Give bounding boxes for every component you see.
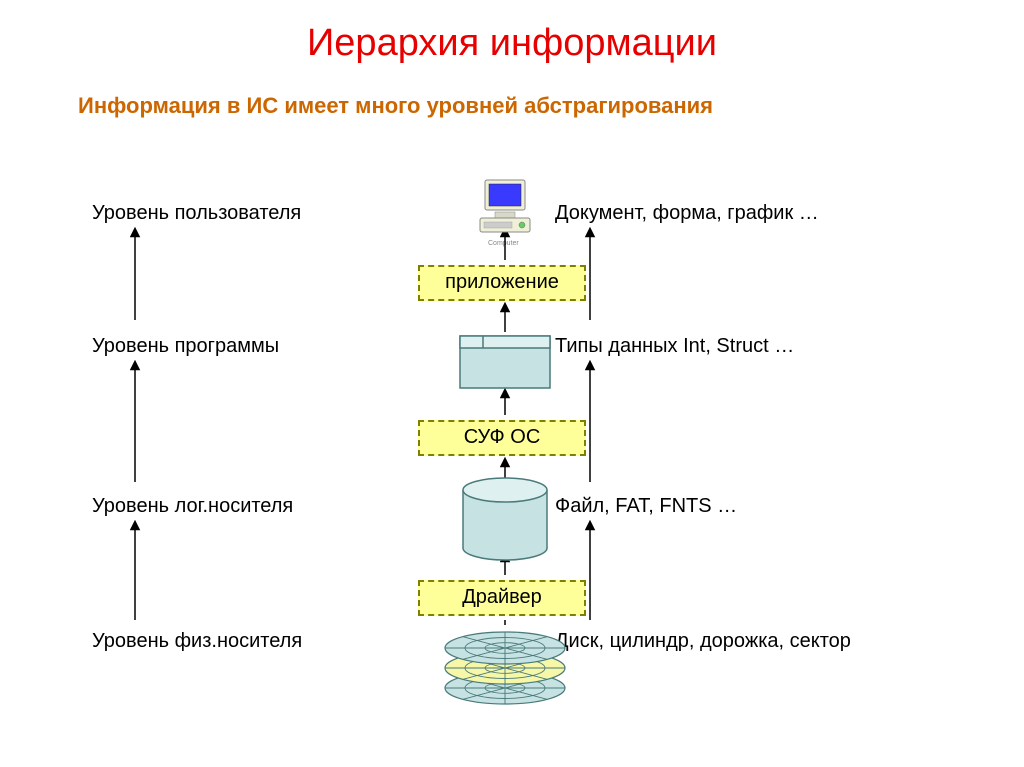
page-title: Иерархия информации (0, 22, 1024, 65)
diagram-stage: Уровень пользователя Уровень программы У… (0, 160, 1024, 750)
computer-caption: Computer (488, 240, 519, 247)
disk-stack-icon (445, 632, 565, 704)
box-driver: Драйвер (418, 580, 586, 616)
left-label-program: Уровень программы (92, 335, 279, 358)
left-label-logical: Уровень лог.носителя (92, 495, 293, 518)
cylinder-icon (463, 478, 547, 560)
right-label-user: Документ, форма, график … (555, 202, 819, 225)
right-label-physical: Диск, цилиндр, дорожка, сектор (555, 630, 851, 653)
right-label-logical: Файл, FAT, FNTS … (555, 495, 737, 518)
right-label-program: Типы данных Int, Struct … (555, 335, 794, 358)
page-subtitle: Информация в ИС имеет много уровней абст… (78, 93, 1024, 119)
box-filesystem: СУФ ОС (418, 420, 586, 456)
left-label-user: Уровень пользователя (92, 202, 301, 225)
box-application: приложение (418, 265, 586, 301)
program-box-icon (460, 336, 550, 388)
left-label-physical: Уровень физ.носителя (92, 630, 302, 653)
computer-icon (480, 180, 530, 232)
